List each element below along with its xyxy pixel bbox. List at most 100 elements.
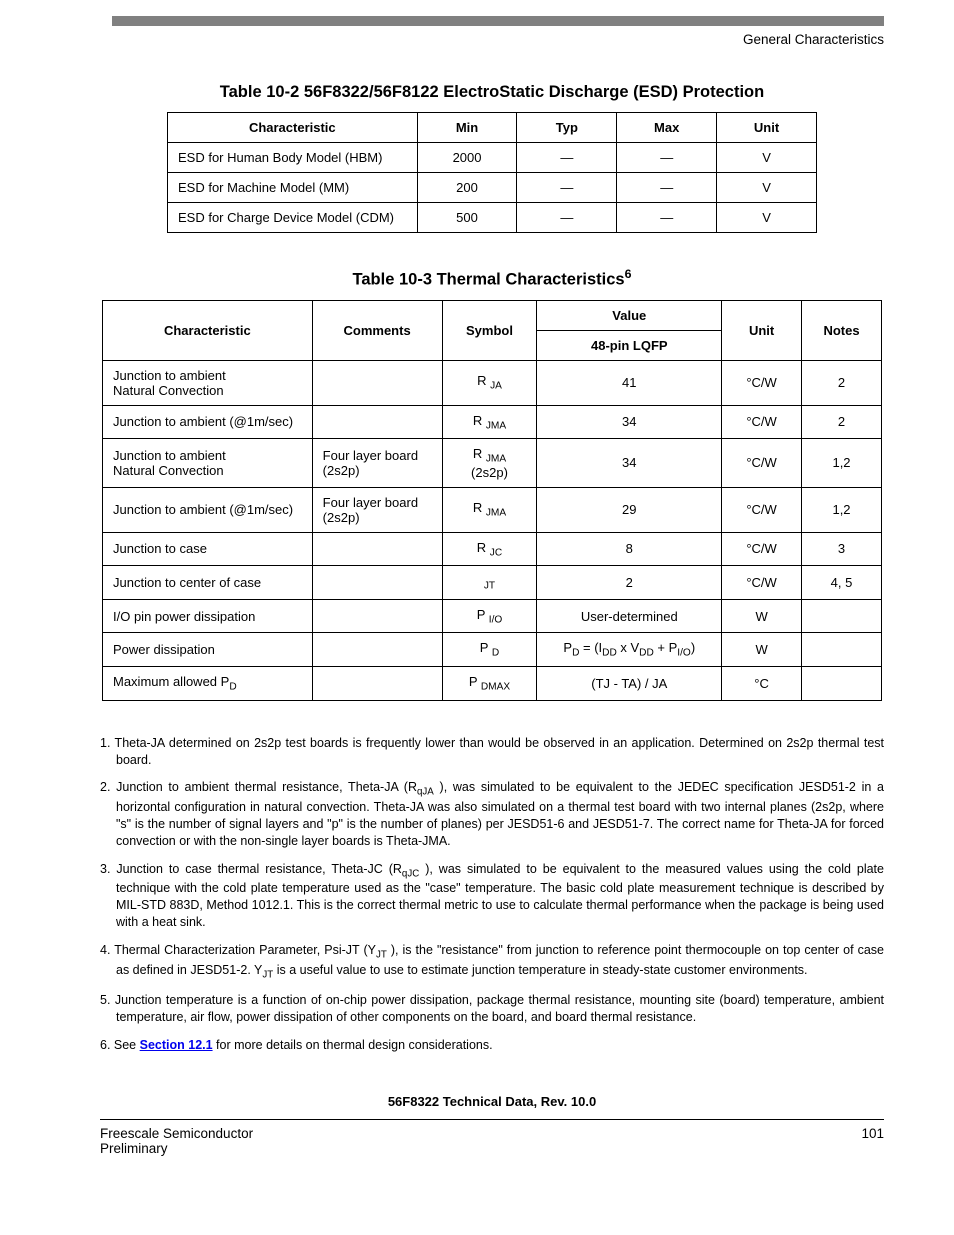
cell-symbol: R JMA <box>442 405 537 439</box>
cell-unit: °C/W <box>722 360 802 405</box>
cell-characteristic: ESD for Human Body Model (HBM) <box>168 143 418 173</box>
cell-comments <box>312 667 442 701</box>
footer-company: Freescale Semiconductor <box>100 1126 253 1141</box>
cell-unit: W <box>722 599 802 633</box>
col-characteristic: Characteristic <box>168 113 418 143</box>
footer-rule <box>100 1119 884 1120</box>
cell-notes: 1,2 <box>802 487 882 532</box>
fn2-pre: 2. Junction to ambient thermal resistanc… <box>100 780 417 794</box>
cell-notes <box>802 599 882 633</box>
cell-characteristic: ESD for Charge Device Model (CDM) <box>168 203 418 233</box>
cell-min: 500 <box>417 203 517 233</box>
cell-characteristic: Power dissipation <box>103 633 313 667</box>
table-row: Junction to center of case JT2°C/W4, 5 <box>103 566 882 600</box>
fn6-post: for more details on thermal design consi… <box>213 1038 493 1052</box>
cell-unit: V <box>717 173 817 203</box>
col-unit: Unit <box>717 113 817 143</box>
col-min: Min <box>417 113 517 143</box>
cell-notes <box>802 667 882 701</box>
table-row: Junction to ambient (@1m/sec)R JMA34°C/W… <box>103 405 882 439</box>
cell-symbol: R JC <box>442 532 537 566</box>
cell-characteristic: Junction to ambient (@1m/sec) <box>103 487 313 532</box>
fn4-post: is a useful value to use to estimate jun… <box>273 963 807 977</box>
esd-table: Characteristic Min Typ Max Unit ESD for … <box>167 112 817 233</box>
cell-value: 34 <box>537 439 722 488</box>
cell-notes: 2 <box>802 405 882 439</box>
cell-max: — <box>617 143 717 173</box>
cell-symbol: P DMAX <box>442 667 537 701</box>
cell-value: 2 <box>537 566 722 600</box>
cell-symbol: P D <box>442 633 537 667</box>
table-header-row: Characteristic Comments Symbol Value Uni… <box>103 300 882 330</box>
cell-typ: — <box>517 143 617 173</box>
cell-unit: V <box>717 203 817 233</box>
cell-characteristic: Junction to ambient (@1m/sec) <box>103 405 313 439</box>
footer-doc-title: 56F8322 Technical Data, Rev. 10.0 <box>100 1094 884 1109</box>
cell-comments <box>312 360 442 405</box>
table-row: Junction to ambientNatural Convection R J… <box>103 360 882 405</box>
cell-unit: W <box>722 633 802 667</box>
cell-symbol: R JMA(2s2p) <box>442 439 537 488</box>
cell-symbol: R JA <box>442 360 537 405</box>
fn4-sub1: JT <box>376 949 387 960</box>
footnote-2: 2. Junction to ambient thermal resistanc… <box>100 779 884 849</box>
col-characteristic: Characteristic <box>103 300 313 360</box>
fn4-sub2: JT <box>262 969 273 980</box>
cell-symbol: R JMA <box>442 487 537 532</box>
cell-value: 29 <box>537 487 722 532</box>
table-row: Junction to caseR JC8°C/W3 <box>103 532 882 566</box>
footnote-3: 3. Junction to case thermal resistance, … <box>100 861 884 931</box>
section-link[interactable]: Section 12.1 <box>140 1038 213 1052</box>
footer-left: Freescale Semiconductor Preliminary <box>100 1126 253 1156</box>
fn4-pre: 4. Thermal Characterization Parameter, P… <box>100 943 376 957</box>
cell-characteristic: Junction to center of case <box>103 566 313 600</box>
cell-unit: °C/W <box>722 566 802 600</box>
cell-value: 34 <box>537 405 722 439</box>
cell-value: PD = (IDD x VDD + PI/O) <box>537 633 722 667</box>
cell-notes: 1,2 <box>802 439 882 488</box>
cell-characteristic: Junction to ambientNatural Convection <box>103 439 313 488</box>
table-row: ESD for Human Body Model (HBM)2000——V <box>168 143 817 173</box>
cell-comments <box>312 599 442 633</box>
col-value: Value <box>537 300 722 330</box>
cell-value: User-determined <box>537 599 722 633</box>
fn6-pre: 6. See <box>100 1038 140 1052</box>
col-value-sub: 48-pin LQFP <box>537 330 722 360</box>
col-notes: Notes <box>802 300 882 360</box>
cell-min: 200 <box>417 173 517 203</box>
table-row: I/O pin power dissipationP I/OUser-deter… <box>103 599 882 633</box>
cell-comments <box>312 566 442 600</box>
fn3-sub: qJC <box>402 868 419 879</box>
cell-typ: — <box>517 173 617 203</box>
cell-characteristic: ESD for Machine Model (MM) <box>168 173 418 203</box>
section-label: General Characteristics <box>100 32 884 47</box>
cell-unit: °C <box>722 667 802 701</box>
cell-comments: Four layer board (2s2p) <box>312 439 442 488</box>
cell-comments <box>312 633 442 667</box>
cell-notes: 3 <box>802 532 882 566</box>
table1-title: Table 10-2 56F8322/56F8122 ElectroStatic… <box>100 83 884 102</box>
cell-comments <box>312 405 442 439</box>
table-row: ESD for Machine Model (MM)200——V <box>168 173 817 203</box>
fn3-pre: 3. Junction to case thermal resistance, … <box>100 862 402 876</box>
cell-characteristic: Maximum allowed PD <box>103 667 313 701</box>
cell-value: 41 <box>537 360 722 405</box>
cell-symbol: P I/O <box>442 599 537 633</box>
cell-notes: 4, 5 <box>802 566 882 600</box>
thermal-table: Characteristic Comments Symbol Value Uni… <box>102 300 882 701</box>
col-symbol: Symbol <box>442 300 537 360</box>
cell-unit: °C/W <box>722 487 802 532</box>
cell-characteristic: Junction to ambientNatural Convection <box>103 360 313 405</box>
table2-title: Table 10-3 Thermal Characteristics6 <box>100 267 884 290</box>
footer-page-number: 101 <box>861 1126 884 1156</box>
col-max: Max <box>617 113 717 143</box>
table-row: Power dissipation P DPD = (IDD x VDD + PI… <box>103 633 882 667</box>
table2-title-sup: 6 <box>625 267 632 281</box>
table-row: Maximum allowed PDP DMAX(TJ - TA) / JA°C <box>103 667 882 701</box>
cell-typ: — <box>517 203 617 233</box>
footer-status: Preliminary <box>100 1141 253 1156</box>
table-row: ESD for Charge Device Model (CDM)500——V <box>168 203 817 233</box>
table-header-row: Characteristic Min Typ Max Unit <box>168 113 817 143</box>
footnote-6: 6. See Section 12.1 for more details on … <box>100 1037 884 1054</box>
cell-max: — <box>617 203 717 233</box>
